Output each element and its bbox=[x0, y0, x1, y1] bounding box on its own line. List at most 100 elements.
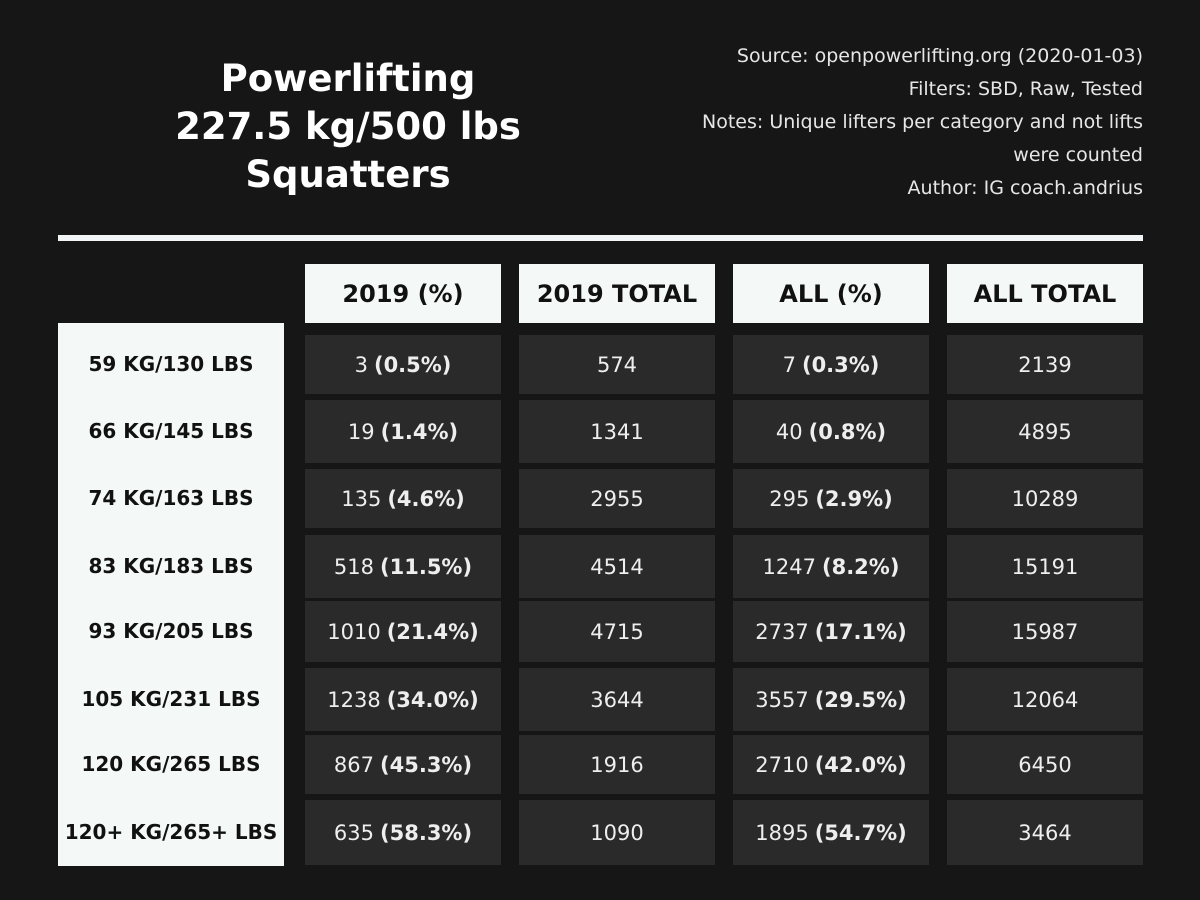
cell-percent: (1.4%) bbox=[380, 419, 459, 444]
title-line-1: Powerlifting bbox=[220, 57, 476, 100]
column-header-col-2019-total: 2019 TOTAL bbox=[519, 264, 715, 323]
cell-percent: (0.3%) bbox=[801, 352, 880, 377]
cell-percent: (2.9%) bbox=[815, 486, 893, 511]
table-cell-col-all-pct: 295 (2.9%) bbox=[733, 469, 929, 528]
cell-count: 1010 bbox=[327, 619, 381, 644]
row-label: 83 KG/183 LBS bbox=[88, 554, 254, 578]
meta-source: Source: openpowerlifting.org (2020-01-03… bbox=[736, 45, 1143, 67]
table-cell-col-all-pct: 1895 (54.7%) bbox=[733, 800, 929, 865]
cell-count: 135 bbox=[341, 486, 382, 511]
cell-count: 518 bbox=[333, 554, 375, 579]
table-cell-col-2019-total: 4715 bbox=[519, 601, 715, 662]
cell-count: 867 bbox=[333, 752, 375, 777]
column-header-col-all-pct: ALL (%) bbox=[733, 264, 929, 323]
table-cell-col-all-total: 4895 bbox=[947, 400, 1143, 463]
cell-percent: (34.0%) bbox=[386, 687, 479, 712]
chart-title: Powerlifting 227.5 kg/500 lbs Squatters bbox=[148, 55, 548, 199]
table-cell-col-2019-pct: 867 (45.3%) bbox=[305, 735, 501, 794]
cell-count: 6450 bbox=[1018, 752, 1072, 777]
table-cell-col-2019-total: 574 bbox=[519, 335, 715, 394]
cell-count: 40 bbox=[775, 419, 803, 444]
cell-count: 3464 bbox=[1018, 820, 1072, 845]
title-line-3: Squatters bbox=[245, 153, 451, 196]
table-cell-col-2019-pct: 135 (4.6%) bbox=[305, 469, 501, 528]
cell-count: 4514 bbox=[590, 554, 644, 579]
meta-author: Author: IG coach.andrius bbox=[907, 177, 1143, 199]
cell-count: 15191 bbox=[1011, 554, 1079, 579]
cell-count: 12064 bbox=[1011, 687, 1079, 712]
table-cell-col-2019-total: 2955 bbox=[519, 469, 715, 528]
column-header-col-all-total: ALL TOTAL bbox=[947, 264, 1143, 323]
cell-count: 1247 bbox=[762, 554, 816, 579]
cell-count: 295 bbox=[769, 486, 810, 511]
cell-count: 574 bbox=[596, 352, 638, 377]
table-cell-col-2019-total: 1341 bbox=[519, 400, 715, 463]
cell-percent: (42.0%) bbox=[814, 752, 907, 777]
cell-percent: (58.3%) bbox=[380, 820, 473, 845]
table-cell-col-all-pct: 7 (0.3%) bbox=[733, 335, 929, 394]
table-cell-col-all-total: 2139 bbox=[947, 335, 1143, 394]
cell-percent: (54.7%) bbox=[814, 820, 907, 845]
row-label: 74 KG/163 LBS bbox=[88, 486, 254, 510]
cell-count: 3557 bbox=[755, 687, 809, 712]
cell-count: 3644 bbox=[590, 687, 644, 712]
meta-notes-line-1: Notes: Unique lifters per category and n… bbox=[702, 111, 1143, 133]
table-cell-col-all-total: 3464 bbox=[947, 800, 1143, 865]
row-label: 93 KG/205 LBS bbox=[88, 619, 254, 643]
table-cell-col-all-pct: 2737 (17.1%) bbox=[733, 601, 929, 662]
cell-count: 4895 bbox=[1018, 419, 1072, 444]
table-cell-col-2019-total: 1916 bbox=[519, 735, 715, 794]
meta-notes-line-2: were counted bbox=[1013, 144, 1143, 166]
table-cell-col-all-total: 10289 bbox=[947, 469, 1143, 528]
table-cell-col-all-pct: 1247 (8.2%) bbox=[733, 535, 929, 598]
cell-count: 2737 bbox=[755, 619, 809, 644]
cell-percent: (11.5%) bbox=[380, 554, 473, 579]
cell-percent: (29.5%) bbox=[814, 687, 907, 712]
cell-count: 2955 bbox=[590, 486, 644, 511]
cell-percent: (0.8%) bbox=[808, 419, 887, 444]
cell-percent: (4.6%) bbox=[387, 486, 465, 511]
row-label: 120+ KG/265+ LBS bbox=[64, 820, 278, 844]
cell-count: 1341 bbox=[590, 419, 644, 444]
cell-count: 1895 bbox=[755, 820, 809, 845]
cell-count: 1238 bbox=[327, 687, 381, 712]
table-cell-col-all-total: 6450 bbox=[947, 735, 1143, 794]
cell-percent: (17.1%) bbox=[814, 619, 907, 644]
table-cell-col-all-pct: 40 (0.8%) bbox=[733, 400, 929, 463]
cell-count: 15987 bbox=[1011, 619, 1079, 644]
table-cell-col-2019-pct: 635 (58.3%) bbox=[305, 800, 501, 865]
table-cell-col-all-total: 15987 bbox=[947, 601, 1143, 662]
cell-count: 2139 bbox=[1018, 352, 1072, 377]
cell-count: 19 bbox=[347, 419, 375, 444]
cell-percent: (45.3%) bbox=[380, 752, 473, 777]
table-cell-col-2019-total: 3644 bbox=[519, 668, 715, 731]
row-label: 105 KG/231 LBS bbox=[81, 687, 261, 711]
table-cell-col-all-pct: 2710 (42.0%) bbox=[733, 735, 929, 794]
meta-info: Source: openpowerlifting.org (2020-01-03… bbox=[623, 40, 1143, 205]
table-cell-col-2019-total: 1090 bbox=[519, 800, 715, 865]
cell-count: 7 bbox=[782, 352, 796, 377]
table-cell-col-2019-pct: 1238 (34.0%) bbox=[305, 668, 501, 731]
table-cell-col-2019-pct: 3 (0.5%) bbox=[305, 335, 501, 394]
table-cell-col-2019-pct: 1010 (21.4%) bbox=[305, 601, 501, 662]
cell-count: 10289 bbox=[1011, 486, 1079, 511]
table-cell-col-2019-total: 4514 bbox=[519, 535, 715, 598]
table-cell-col-all-total: 15191 bbox=[947, 535, 1143, 598]
cell-count: 1090 bbox=[590, 820, 644, 845]
cell-percent: (8.2%) bbox=[822, 554, 900, 579]
column-header-col-2019-pct: 2019 (%) bbox=[305, 264, 501, 323]
title-line-2: 227.5 kg/500 lbs bbox=[175, 105, 521, 148]
cell-percent: (0.5%) bbox=[373, 352, 452, 377]
cell-count: 635 bbox=[333, 820, 375, 845]
table-cell-col-2019-pct: 518 (11.5%) bbox=[305, 535, 501, 598]
title-divider bbox=[58, 235, 1143, 241]
table-cell-col-all-pct: 3557 (29.5%) bbox=[733, 668, 929, 731]
cell-count: 4715 bbox=[590, 619, 644, 644]
table-cell-col-all-total: 12064 bbox=[947, 668, 1143, 731]
cell-count: 1916 bbox=[590, 752, 644, 777]
row-label: 120 KG/265 LBS bbox=[81, 752, 261, 776]
cell-count: 3 bbox=[354, 352, 368, 377]
row-label: 59 KG/130 LBS bbox=[88, 352, 254, 376]
meta-filters: Filters: SBD, Raw, Tested bbox=[908, 78, 1143, 100]
row-label: 66 KG/145 LBS bbox=[88, 419, 254, 443]
